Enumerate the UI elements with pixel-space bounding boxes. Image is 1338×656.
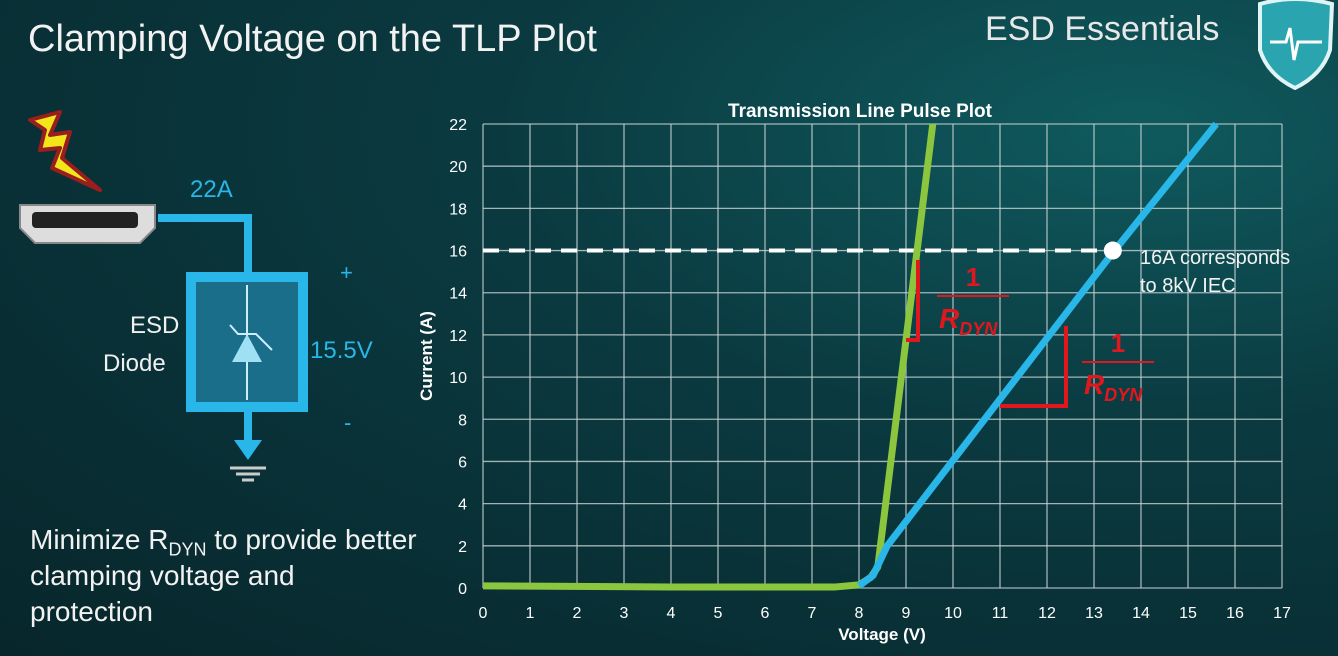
x-axis-label: Voltage (V): [838, 625, 926, 644]
caption-subscript: DYN: [168, 539, 207, 560]
x-tick-label: 4: [667, 605, 676, 622]
y-tick-label: 0: [458, 581, 467, 598]
y-tick-label: 8: [458, 412, 467, 429]
x-tick-label: 5: [714, 605, 723, 622]
x-tick-label: 6: [761, 605, 770, 622]
x-tick-label: 2: [573, 605, 582, 622]
x-tick-label: 8: [855, 605, 864, 622]
y-tick-label: 10: [449, 370, 467, 387]
x-tick-label: 10: [944, 605, 962, 622]
slope-label-blue-denominator: RDYN: [1084, 369, 1143, 405]
slope-label-blue-subscript: DYN: [1104, 385, 1143, 405]
y-tick-label: 14: [449, 286, 467, 303]
current-label: 22A: [190, 176, 233, 203]
x-tick-label: 1: [526, 605, 535, 622]
ground-icon: [230, 466, 266, 482]
y-tick-label: 20: [449, 159, 467, 176]
x-tick-label: 14: [1132, 605, 1150, 622]
device-label-diode: Diode: [103, 350, 166, 377]
x-tick-label: 7: [808, 605, 817, 622]
caption: Minimize RDYN to provide better clamping…: [30, 522, 420, 630]
slope-label-blue-numerator: 1: [1111, 328, 1125, 358]
caption-text-rest: to provide better clamping voltage and p…: [30, 524, 417, 627]
plus-sign: +: [340, 260, 353, 285]
esd-circuit-diagram: [19, 110, 308, 482]
x-tick-label: 13: [1085, 605, 1103, 622]
y-tick-label: 6: [458, 454, 467, 471]
slope-label-green-subscript: DYN: [959, 319, 998, 339]
x-tick-label: 15: [1179, 605, 1197, 622]
lightning-bolt-icon: [28, 110, 102, 192]
x-tick-label: 16: [1226, 605, 1244, 622]
slope-label-green-numerator: 1: [966, 262, 980, 292]
y-tick-label: 4: [458, 497, 467, 514]
series-line-1: [856, 121, 1219, 589]
shield-logo-icon: [1258, 0, 1335, 90]
x-tick-label: 17: [1273, 605, 1291, 622]
slope-triangle-blue: [1000, 326, 1068, 408]
device-label-esd: ESD: [130, 312, 180, 339]
y-axis-label: Current (A): [417, 311, 436, 401]
chart-title: Transmission Line Pulse Plot: [728, 101, 993, 122]
y-tick-label: 12: [449, 328, 467, 345]
series-line-0: [482, 123, 937, 591]
x-tick-label: 0: [479, 605, 488, 622]
y-tick-label: 18: [449, 201, 467, 218]
x-tick-label: 11: [992, 605, 1009, 622]
y-tick-label: 2: [458, 539, 467, 556]
x-tick-label: 9: [902, 605, 911, 622]
x-tick-label: 3: [620, 605, 629, 622]
marker-text-line-2: to 8kV IEC: [1140, 275, 1236, 297]
slope-label-green-denominator: RDYN: [939, 303, 998, 339]
slide-title: Clamping Voltage on the TLP Plot: [28, 18, 597, 60]
clamp-voltage-label: 15.5V: [310, 337, 373, 364]
marker-text-line-1: 16A corresponds: [1140, 247, 1291, 269]
y-tick-label: 22: [449, 117, 467, 134]
brand-name: ESD Essentials: [985, 10, 1220, 48]
x-tick-label: 12: [1038, 605, 1056, 622]
minus-sign: -: [344, 410, 352, 435]
slope-triangle-green: [906, 260, 920, 342]
marker-annotation: 16A corresponds to 8kV IEC: [1140, 244, 1290, 300]
y-tick-label: 16: [449, 244, 467, 261]
caption-text: Minimize R: [30, 524, 169, 555]
marker-point: [1103, 241, 1122, 260]
